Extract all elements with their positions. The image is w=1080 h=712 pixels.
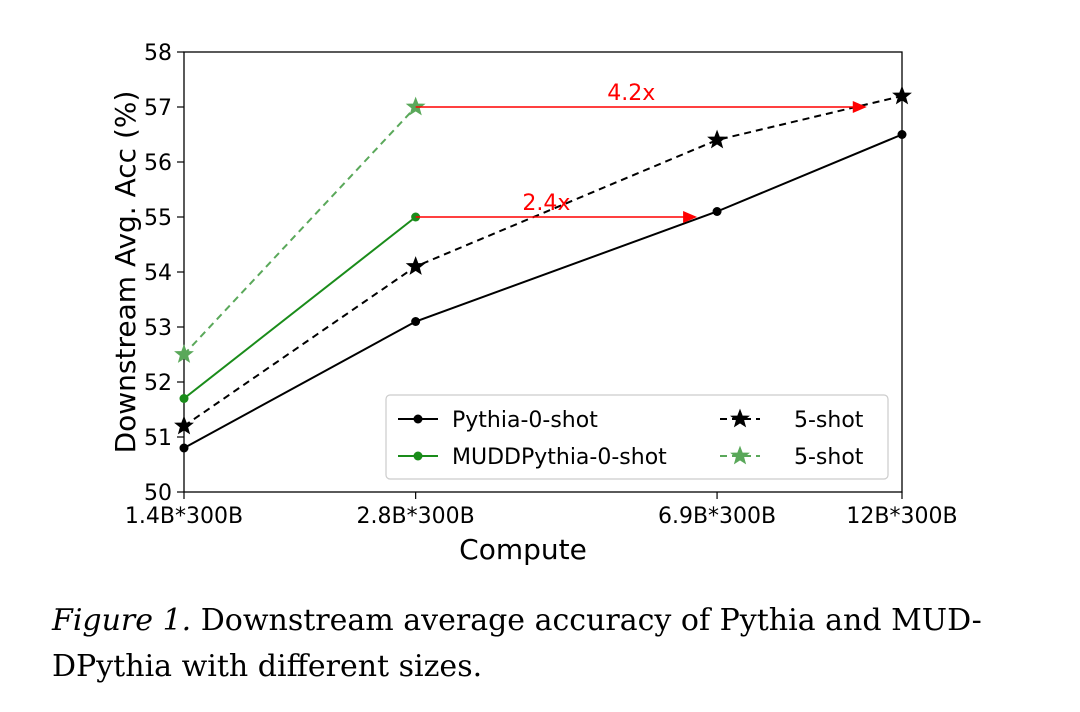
y-tick-label: 51 xyxy=(144,426,172,451)
data-point-muddpythia-5-shot xyxy=(174,344,194,363)
legend-marker xyxy=(730,408,750,428)
data-point-pythia-5-shot xyxy=(892,85,912,105)
y-tick-label: 54 xyxy=(144,261,172,286)
legend-marker xyxy=(413,451,423,461)
data-point-pythia-5-shot xyxy=(707,129,727,149)
series-line-pythia-0-shot xyxy=(183,133,903,449)
plot-area: 50 51 52 53 54 55 56 57 58 1.4B*300B 2.8B*300B 6.9B… xyxy=(109,41,958,566)
annotation-arrowhead xyxy=(683,211,698,223)
annotation-arrowhead xyxy=(852,101,867,113)
x-tick-label: 1.4B*300B xyxy=(125,504,243,529)
figure-caption: Figure 1. Downstream average accuracy of… xyxy=(52,598,1012,690)
y-tick-label: 56 xyxy=(144,151,172,176)
series-line-muddpythia-5-shot xyxy=(183,106,417,356)
y-tick-label: 55 xyxy=(144,206,172,231)
legend-label: MUDDPythia-0-shot xyxy=(452,445,667,470)
data-point-pythia-0-shot xyxy=(897,130,907,139)
y-tick-label: 53 xyxy=(144,316,172,341)
x-tick-label: 6.9B*300B xyxy=(658,504,776,529)
series-line-muddpythia-0-shot xyxy=(183,216,417,400)
data-point-pythia-0-shot xyxy=(411,317,421,326)
data-point-muddpythia-5-shot xyxy=(405,96,426,116)
series-line-pythia-5-shot xyxy=(183,95,903,427)
y-tick-label: 52 xyxy=(144,371,172,396)
caption-text: Downstream average accuracy of Pythia an… xyxy=(52,603,982,684)
data-point-pythia-5-shot xyxy=(405,256,426,275)
caption-label: Figure 1. xyxy=(52,603,192,638)
legend-marker xyxy=(730,445,750,465)
y-axis-label: Downstream Avg. Acc (%) xyxy=(109,91,142,454)
x-axis-label: Compute xyxy=(459,533,587,566)
x-tick-label: 2.8B*300B xyxy=(357,504,475,529)
y-tick-label: 57 xyxy=(144,96,172,121)
legend-label: 5-shot xyxy=(794,445,864,470)
y-tick-label: 58 xyxy=(144,41,172,66)
y-tick-label: 50 xyxy=(144,481,172,506)
legend-marker xyxy=(413,414,423,424)
annotation-label: 2.4x xyxy=(522,191,570,216)
legend-label: 5-shot xyxy=(794,408,864,433)
annotation-label: 4.2x xyxy=(607,81,655,106)
x-tick-label: 12B*300B xyxy=(846,504,957,529)
data-point-pythia-0-shot xyxy=(179,443,189,453)
data-point-muddpythia-0-shot xyxy=(179,394,189,403)
legend-label: Pythia-0-shot xyxy=(452,408,598,433)
legend-box xyxy=(385,394,889,480)
data-point-pythia-5-shot xyxy=(174,415,194,435)
data-point-pythia-0-shot xyxy=(712,207,722,216)
